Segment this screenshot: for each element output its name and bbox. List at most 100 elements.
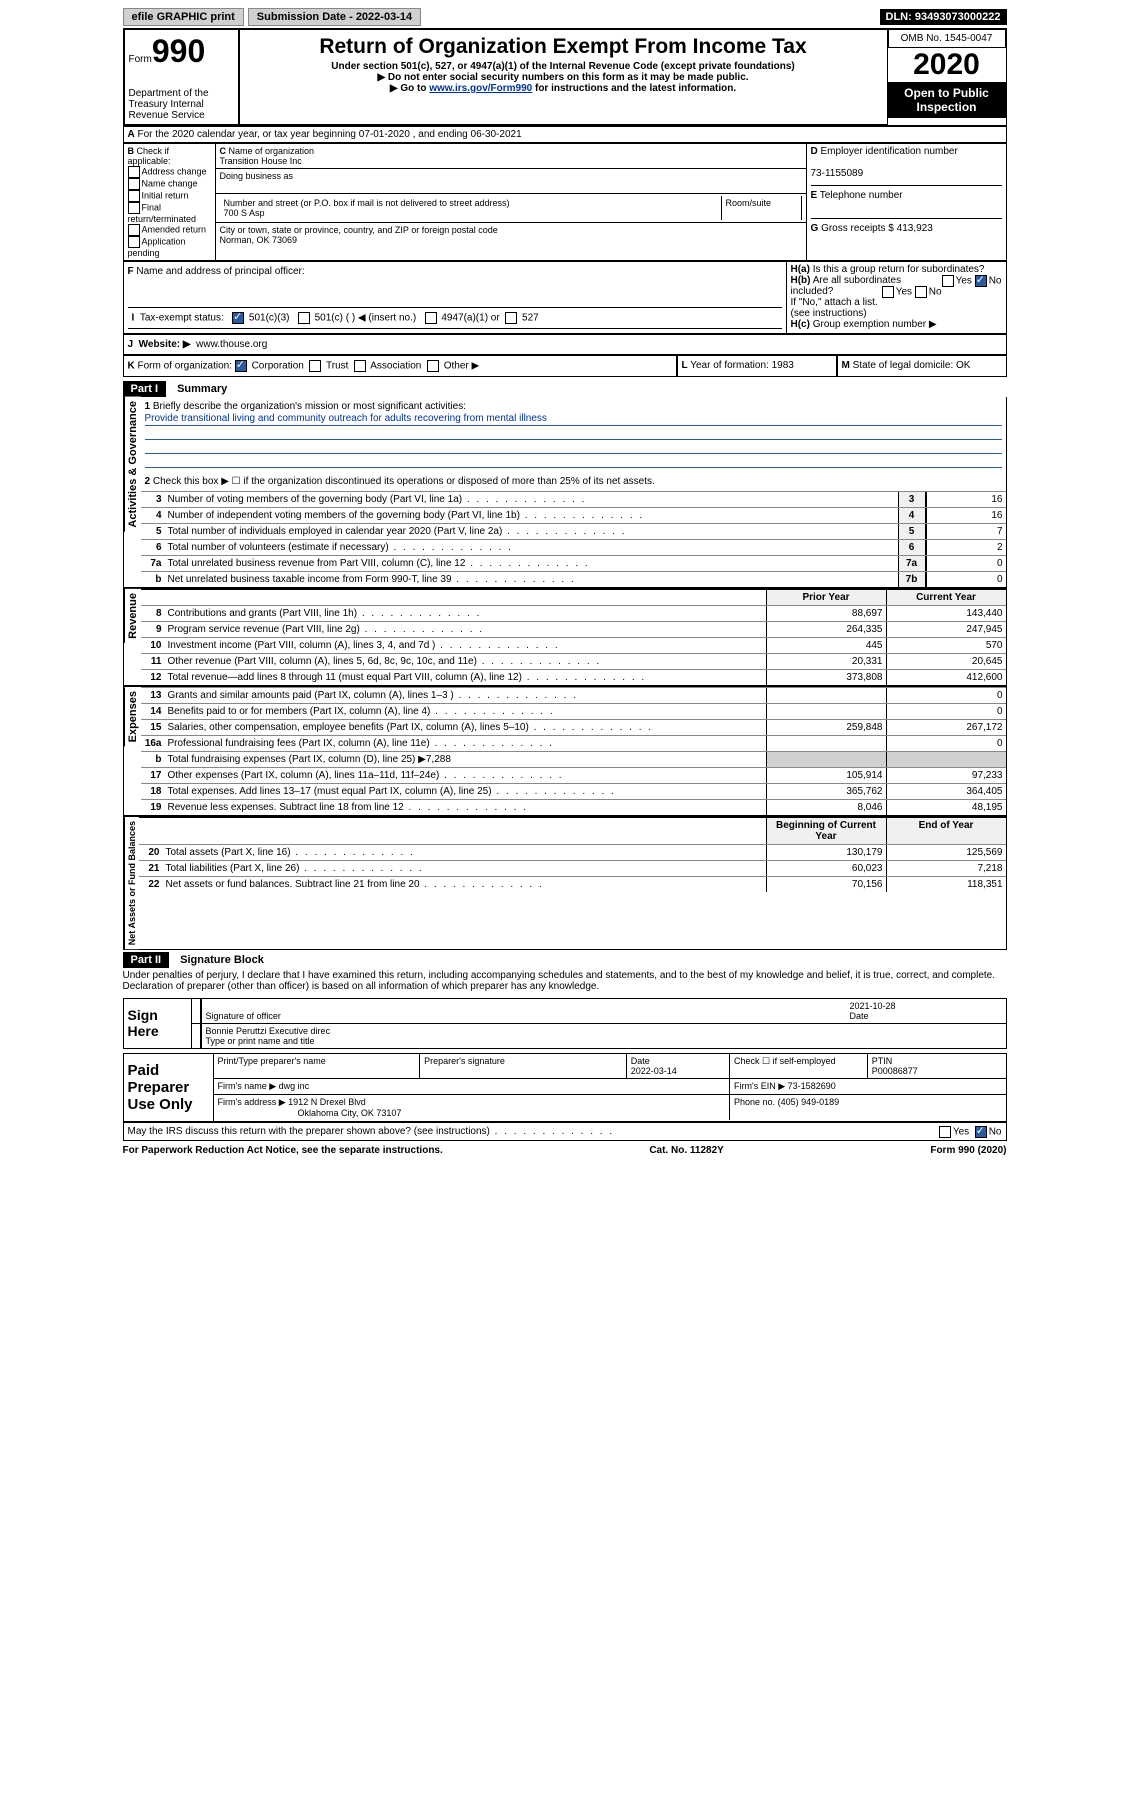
chk-name[interactable]: [128, 178, 140, 190]
irs-link[interactable]: www.irs.gov/Form990: [429, 83, 532, 94]
line-num: 6: [141, 540, 165, 555]
officer-name: Bonnie Peruttzi Executive direc: [206, 1026, 331, 1036]
discuss-no[interactable]: [975, 1126, 987, 1138]
part2-header: Part II: [123, 952, 170, 968]
tab-revenue: Revenue: [124, 589, 141, 643]
current-year-val: 0: [886, 736, 1006, 751]
line-num: 13: [141, 688, 165, 703]
chk-corp[interactable]: [235, 360, 247, 372]
chk-other[interactable]: [427, 360, 439, 372]
chk-pending[interactable]: [128, 236, 140, 248]
paid-preparer: Paid Preparer Use Only: [124, 1054, 214, 1121]
current-year-val: 125,569: [886, 845, 1006, 860]
discuss-row: May the IRS discuss this return with the…: [123, 1122, 1007, 1141]
line-text: Other expenses (Part IX, column (A), lin…: [165, 768, 766, 783]
chk-address[interactable]: [128, 166, 140, 178]
firm-name: dwg inc: [279, 1081, 310, 1091]
part2-title: Signature Block: [180, 954, 264, 966]
line-ref: 5: [898, 524, 926, 539]
chk-final[interactable]: [128, 202, 140, 214]
current-year-val: 0: [886, 688, 1006, 703]
chk-assoc[interactable]: [354, 360, 366, 372]
line-num: 7a: [141, 556, 165, 571]
line-text: Revenue less expenses. Subtract line 18 …: [165, 800, 766, 815]
section-f: F Name and address of principal officer:…: [124, 262, 786, 333]
line-text: Total assets (Part X, line 16): [163, 845, 766, 860]
chk-initial[interactable]: [128, 190, 140, 202]
current-year-val: 570: [886, 638, 1006, 653]
firm-ein: 73-1582690: [788, 1081, 836, 1091]
line-text: Total liabilities (Part X, line 26): [163, 861, 766, 876]
prior-year-val: 70,156: [766, 877, 886, 892]
form-subtitle: Under section 501(c), 527, or 4947(a)(1)…: [244, 61, 883, 72]
line-text: Total number of individuals employed in …: [165, 524, 898, 539]
line-num: 12: [141, 670, 165, 685]
line-num: 4: [141, 508, 165, 523]
current-year-hdr: Current Year: [886, 590, 1006, 605]
line-num: 15: [141, 720, 165, 735]
ha-yes[interactable]: [942, 275, 954, 287]
prior-year-hdr: Prior Year: [766, 590, 886, 605]
section-l: L Year of formation: 1983: [677, 355, 837, 377]
line-text: Investment income (Part VIII, column (A)…: [165, 638, 766, 653]
line-text: Salaries, other compensation, employee b…: [165, 720, 766, 735]
prior-year-val: 445: [766, 638, 886, 653]
dln: DLN: 93493073000222: [880, 9, 1007, 25]
section-b: B Check if applicable: Address change Na…: [124, 144, 216, 260]
current-year-val: 267,172: [886, 720, 1006, 735]
chk-trust[interactable]: [309, 360, 321, 372]
line-num: b: [141, 572, 165, 587]
line-text: Contributions and grants (Part VIII, lin…: [165, 606, 766, 621]
current-year-val: 118,351: [886, 877, 1006, 892]
chk-527[interactable]: [505, 312, 517, 324]
chk-501c3[interactable]: [232, 312, 244, 324]
chk-501c[interactable]: [298, 312, 310, 324]
dept-treasury: Department of the Treasury Internal Reve…: [129, 88, 234, 121]
cat-no: Cat. No. 11282Y: [649, 1145, 723, 1156]
line-text: Grants and similar amounts paid (Part IX…: [165, 688, 766, 703]
org-name: Transition House Inc: [220, 156, 302, 166]
section-c: C Name of organizationTransition House I…: [216, 144, 806, 260]
self-employed-chk[interactable]: Check ☐ if self-employed: [734, 1056, 836, 1066]
discuss-yes[interactable]: [939, 1126, 951, 1138]
efile-button[interactable]: efile GRAPHIC print: [123, 8, 244, 26]
tax-year: 2020: [888, 48, 1006, 82]
section-h: H(a) Is this a group return for subordin…: [786, 262, 1006, 333]
line-ref: 3: [898, 492, 926, 507]
current-year-val: 412,600: [886, 670, 1006, 685]
form-990: 990: [152, 33, 205, 69]
ptin: P00086877: [872, 1066, 918, 1076]
current-year-val: [886, 752, 1006, 767]
hb-yes[interactable]: [882, 286, 894, 298]
sign-here: Sign Here: [124, 999, 192, 1048]
line-val: 16: [926, 508, 1006, 523]
chk-4947[interactable]: [425, 312, 437, 324]
line-val: 16: [926, 492, 1006, 507]
prior-year-val: 105,914: [766, 768, 886, 783]
line-text: Benefits paid to or for members (Part IX…: [165, 704, 766, 719]
ha-no[interactable]: [975, 275, 987, 287]
prior-year-val: 60,023: [766, 861, 886, 876]
sig-date: 2021-10-28: [850, 1001, 896, 1011]
chk-amended[interactable]: [128, 224, 140, 236]
firm-addr: 1912 N Drexel Blvd: [288, 1097, 366, 1107]
current-year-val: 143,440: [886, 606, 1006, 621]
current-year-val: 97,233: [886, 768, 1006, 783]
current-year-val: 20,645: [886, 654, 1006, 669]
prior-year-val: 88,697: [766, 606, 886, 621]
prep-date: 2022-03-14: [631, 1066, 677, 1076]
city-state: Norman, OK 73069: [220, 235, 298, 245]
line-num: 3: [141, 492, 165, 507]
paperwork-notice: For Paperwork Reduction Act Notice, see …: [123, 1145, 443, 1156]
hb-no[interactable]: [915, 286, 927, 298]
website: www.thouse.org: [196, 339, 267, 350]
bcy-hdr: Beginning of Current Year: [766, 818, 886, 844]
q2: Check this box ▶ ☐ if the organization d…: [153, 476, 655, 487]
prior-year-val: 365,762: [766, 784, 886, 799]
form-label: Form: [129, 54, 152, 65]
line-text: Net unrelated business taxable income fr…: [165, 572, 898, 587]
line-num: 17: [141, 768, 165, 783]
line-val: 7: [926, 524, 1006, 539]
year-box: OMB No. 1545-0047 2020 Open to Public In…: [888, 29, 1006, 125]
line-num: b: [141, 752, 165, 767]
